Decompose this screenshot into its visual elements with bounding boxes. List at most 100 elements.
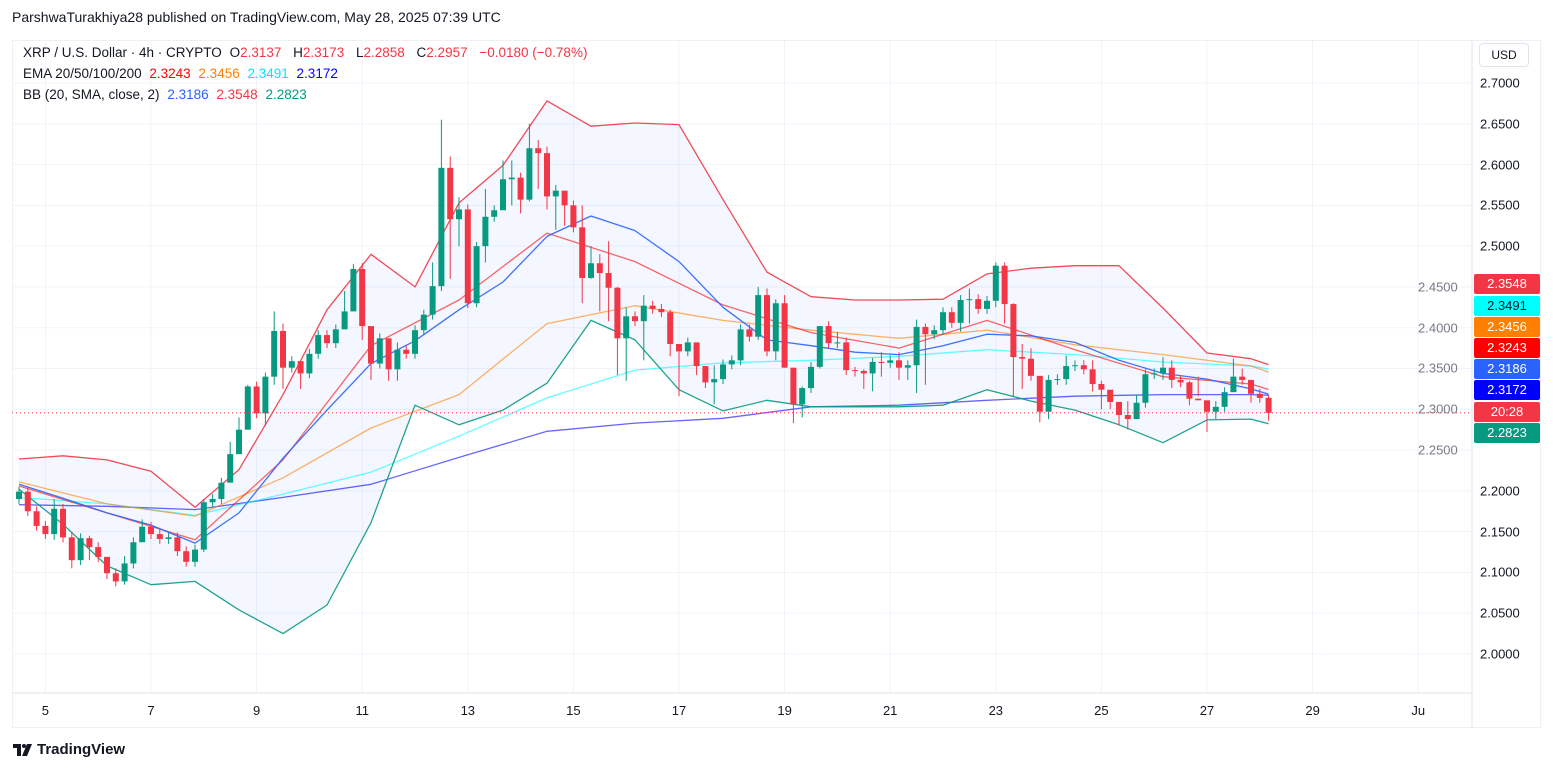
candle <box>1045 375 1052 420</box>
ema200-value: 2.3172 <box>296 66 338 81</box>
ema100-value: 2.3491 <box>247 66 289 81</box>
price-label: 2.3243 <box>1474 338 1540 358</box>
candle-body <box>376 338 383 364</box>
currency-button[interactable]: USD <box>1479 43 1529 67</box>
tradingview-logo[interactable]: TradingView <box>13 741 125 758</box>
candle <box>209 494 216 508</box>
candle <box>1019 344 1026 389</box>
candle-body <box>341 311 348 330</box>
candle <box>68 531 75 569</box>
candle-body <box>605 273 612 288</box>
candle-body <box>517 177 524 200</box>
candle <box>693 342 700 376</box>
price-tick: 2.3500 <box>1418 360 1458 376</box>
candle-body <box>482 216 489 247</box>
symbol-legend[interactable]: XRP / U.S. Dollar · 4h · CRYPTO O2.3137 … <box>23 45 591 60</box>
candle <box>244 384 251 430</box>
candle <box>1168 360 1175 389</box>
candle <box>280 323 286 389</box>
price-label: 2.3186 <box>1474 359 1540 379</box>
candle-body <box>896 360 902 368</box>
candle-body <box>1160 367 1166 374</box>
ema20-value: 2.3243 <box>149 66 191 81</box>
candle-body <box>860 370 867 374</box>
candle <box>614 286 621 376</box>
candle <box>1204 400 1210 433</box>
candle <box>1124 401 1131 430</box>
candle <box>684 337 691 357</box>
candle-body <box>649 305 656 309</box>
candle <box>1054 374 1061 385</box>
candle-body <box>385 338 392 370</box>
bb-label: BB (20, SMA, close, 2) <box>23 87 160 102</box>
candle-body <box>852 370 858 372</box>
candle-body <box>253 386 260 414</box>
price-tick: 2.6500 <box>1480 116 1520 132</box>
bb-legend[interactable]: BB (20, SMA, close, 2) 2.3186 2.3548 2.2… <box>23 87 311 102</box>
candle-body <box>1019 357 1026 359</box>
candle-body <box>940 312 946 331</box>
candle-body <box>667 312 674 345</box>
candle <box>588 246 594 279</box>
candle <box>808 361 814 393</box>
candle <box>596 254 603 312</box>
candle-body <box>288 361 295 368</box>
candle-body <box>464 209 471 304</box>
bollinger-band-fill <box>19 100 1269 634</box>
candle-body <box>1028 358 1034 376</box>
candle-body <box>1063 366 1070 380</box>
candle <box>1160 357 1166 380</box>
candle-body <box>1010 304 1017 358</box>
candle-body <box>887 360 894 363</box>
candle <box>975 294 982 314</box>
candle <box>649 300 656 314</box>
candle <box>112 568 119 587</box>
candle <box>887 355 894 368</box>
price-label: 2.2823 <box>1474 423 1540 443</box>
candle-body <box>570 205 577 228</box>
candle-body <box>420 314 427 331</box>
candle <box>288 356 295 373</box>
candle-body <box>746 329 753 337</box>
candle <box>95 542 102 562</box>
ema-legend[interactable]: EMA 20/50/100/200 2.3243 2.3456 2.3491 2… <box>23 66 342 81</box>
candle <box>86 535 93 561</box>
candle <box>1107 389 1114 410</box>
candle <box>447 156 454 279</box>
publisher-line: ParshwaTurakhiya28 published on TradingV… <box>12 9 501 25</box>
candle <box>227 441 234 483</box>
candle <box>429 262 436 320</box>
candle <box>192 544 198 567</box>
candle-body <box>834 342 841 344</box>
open-value: 2.3137 <box>240 45 282 60</box>
candle <box>174 532 181 557</box>
candle <box>500 160 506 211</box>
candle <box>1221 387 1228 412</box>
candle <box>16 486 22 504</box>
candle <box>236 417 242 455</box>
candle <box>1010 303 1017 397</box>
candle <box>904 360 911 380</box>
candle-body <box>992 265 999 301</box>
candle-body <box>1080 365 1087 370</box>
candle-body <box>297 361 304 374</box>
candle-body <box>1001 265 1008 305</box>
candle <box>315 330 322 359</box>
candle <box>1230 358 1237 393</box>
candle-body <box>456 209 462 220</box>
candle <box>508 160 515 206</box>
candle-body <box>1133 402 1140 420</box>
candle-body <box>200 502 207 550</box>
candle-body <box>1186 382 1193 399</box>
date-label: 29 <box>1305 703 1320 718</box>
candle-body <box>869 361 876 374</box>
candle <box>728 355 735 370</box>
candle-body <box>394 349 401 370</box>
candle-body <box>808 366 814 389</box>
date-label: 19 <box>777 703 792 718</box>
low-label: L <box>355 45 364 60</box>
candle-body <box>799 388 806 405</box>
candle-body <box>236 429 242 455</box>
candle-body <box>1248 379 1254 394</box>
